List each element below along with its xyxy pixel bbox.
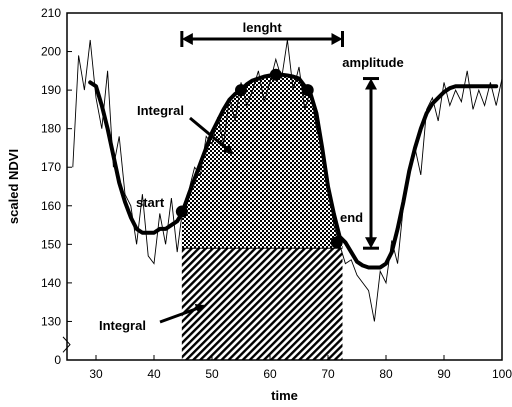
length-arrowhead-left — [181, 33, 193, 45]
phenology-point — [235, 84, 247, 97]
length-label: lenght — [243, 20, 283, 35]
integral-upper-label: Integral — [137, 103, 184, 118]
axis-break-icon — [62, 336, 71, 353]
y-tick-label: 150 — [41, 237, 61, 251]
y-tick-label: 140 — [41, 276, 61, 290]
phenology-point — [330, 236, 343, 249]
chart-markers — [175, 68, 343, 249]
integral-upper-arrow — [189, 116, 234, 155]
length-arrowhead-right — [331, 33, 343, 45]
x-tick-label: 40 — [147, 367, 161, 381]
amplitude-label: amplitude — [342, 55, 403, 70]
y-axis-label: scaled NDVI — [6, 149, 21, 224]
y-tick-label: 200 — [41, 45, 61, 59]
series-fitted-curve — [88, 72, 499, 270]
y-tick-label: 130 — [41, 314, 61, 328]
axis-ticks: 30 40 50 60 70 80 90 100 0 130 140 150 160 170 180 190 2… — [41, 6, 512, 381]
start-label: start — [136, 195, 165, 210]
integral-lower-area — [181, 248, 343, 360]
y-tick-label: 190 — [41, 83, 61, 97]
integral-upper-area — [181, 74, 343, 249]
x-tick-label: 30 — [89, 367, 103, 381]
phenology-point — [269, 68, 282, 81]
phenology-point — [175, 205, 188, 218]
y-tick-label: 170 — [41, 160, 61, 174]
y-tick-label: 180 — [41, 122, 61, 136]
integral-lower-arrow — [159, 304, 206, 324]
integral-regions — [181, 74, 343, 360]
x-tick-label: 50 — [205, 367, 219, 381]
amplitude-arrowhead-bottom — [365, 237, 377, 249]
y-tick-label: 210 — [41, 6, 61, 20]
plot-frame — [66, 12, 503, 361]
end-label: end — [340, 210, 363, 225]
x-tick-label: 90 — [437, 367, 451, 381]
integral-lower-label: Integral — [99, 318, 146, 333]
x-tick-label: 60 — [263, 367, 277, 381]
y-tick-label: 0 — [54, 353, 61, 367]
x-tick-label: 100 — [492, 367, 512, 381]
y-tick-label: 160 — [41, 199, 61, 213]
x-tick-label: 80 — [379, 367, 393, 381]
x-axis-label: time — [271, 388, 298, 403]
plot-border — [66, 12, 503, 361]
amplitude-arrowhead-top — [365, 78, 377, 90]
phenology-point — [301, 84, 314, 97]
chart-annotations: lenght amplitude Integral Integral start… — [99, 20, 404, 333]
x-tick-label: 70 — [321, 367, 335, 381]
